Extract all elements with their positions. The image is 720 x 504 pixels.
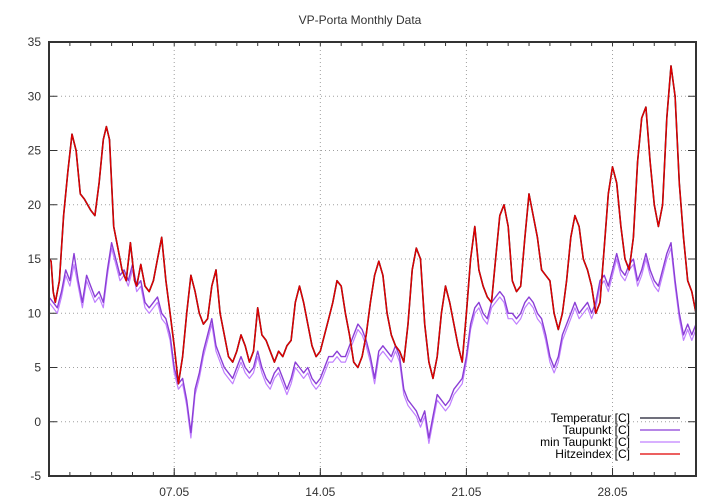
series-group bbox=[48, 65, 697, 444]
series-line-taupunkt bbox=[48, 242, 697, 439]
legend-label: Hitzeindex [C] bbox=[555, 447, 630, 461]
legend: Temperatur [C]Taupunkt [C]min Taupunkt [… bbox=[540, 411, 680, 461]
x-tick-label: 21.05 bbox=[451, 485, 481, 499]
legend-label: min Taupunkt [C] bbox=[540, 435, 630, 449]
y-tick-label: 30 bbox=[28, 89, 42, 103]
y-axis: -5 0 5 10 15 20 25 30 35 bbox=[28, 35, 696, 483]
y-tick-label: 35 bbox=[28, 35, 42, 49]
y-tick-label: 20 bbox=[28, 198, 42, 212]
y-tick-label: 10 bbox=[28, 306, 42, 320]
grid bbox=[49, 42, 696, 476]
chart-title: VP-Porta Monthly Data bbox=[299, 13, 422, 27]
legend-label: Taupunkt [C] bbox=[563, 423, 630, 437]
plot-frame bbox=[48, 41, 697, 477]
x-tick-label: 28.05 bbox=[598, 485, 628, 499]
series-line-temperatur bbox=[48, 65, 697, 385]
x-tick-label: 14.05 bbox=[305, 485, 335, 499]
y-tick-label: 15 bbox=[28, 252, 42, 266]
y-tick-label: 5 bbox=[34, 361, 41, 375]
legend-label: Temperatur [C] bbox=[551, 411, 630, 425]
x-tick-label: 07.05 bbox=[159, 485, 189, 499]
y-tick-label: 25 bbox=[28, 144, 42, 158]
y-tick-label: -5 bbox=[30, 469, 41, 483]
series-line-min-min bbox=[48, 247, 697, 444]
y-tick-label: 0 bbox=[34, 415, 41, 429]
series-line-hitzeindex bbox=[48, 65, 697, 385]
x-axis: 07.05 14.05 21.05 28.05 bbox=[69, 42, 676, 499]
